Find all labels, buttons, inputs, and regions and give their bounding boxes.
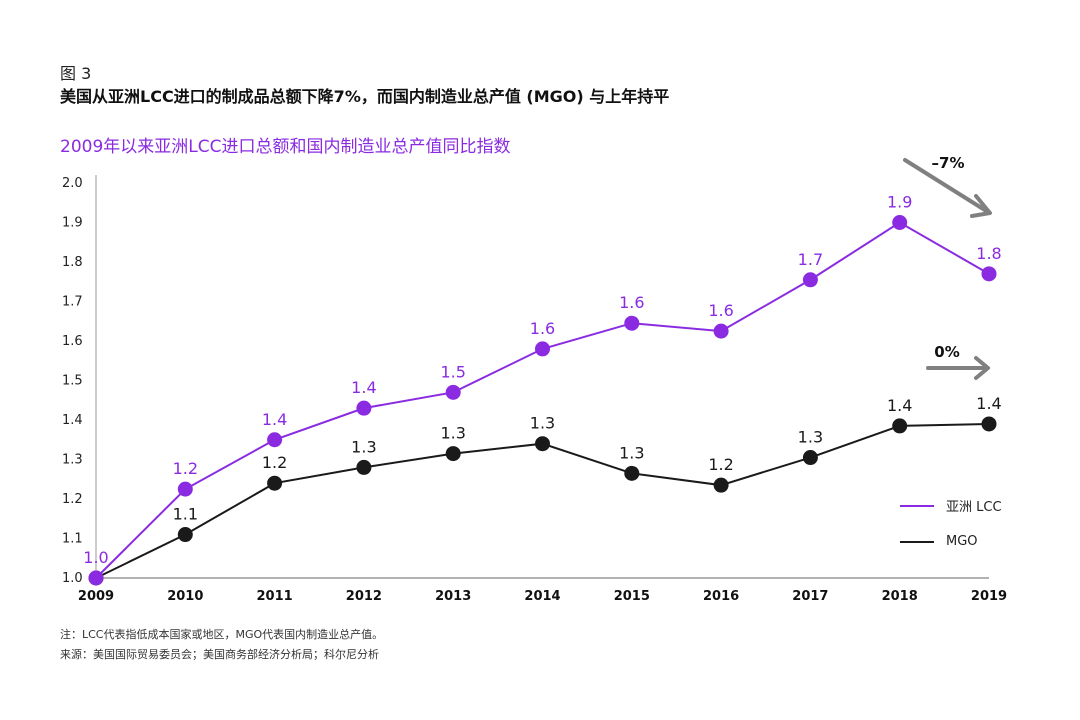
decline-arrow-icon <box>903 158 990 214</box>
data-label-lcc: 1.5 <box>440 362 465 381</box>
y-tick-label: 1.6 <box>62 334 83 349</box>
annotation-lcc-change: –7% <box>932 154 965 172</box>
legend-label-mgo: MGO <box>946 534 978 549</box>
data-label-mgo: 1.3 <box>798 428 823 447</box>
data-label-lcc: 1.2 <box>173 459 198 478</box>
data-point-mgo <box>802 450 818 466</box>
flat-arrowhead-icon <box>974 356 990 380</box>
data-label-lcc: 1.6 <box>708 301 733 320</box>
data-point-lcc <box>177 481 193 497</box>
x-tick-label: 2016 <box>703 589 739 604</box>
data-label-mgo: 1.4 <box>976 394 1001 413</box>
x-tick-label: 2014 <box>524 589 560 604</box>
data-point-mgo <box>177 527 193 543</box>
x-tick-label: 2011 <box>257 589 293 604</box>
x-tick-label: 2017 <box>792 589 828 604</box>
data-label-lcc: 1.4 <box>262 410 287 429</box>
y-tick-label: 1.2 <box>62 492 83 507</box>
data-label-lcc: 1.6 <box>619 293 644 312</box>
y-tick-label: 1.9 <box>62 216 83 231</box>
data-point-lcc <box>267 432 283 448</box>
figure-title: 美国从亚洲LCC进口的制成品总额下降7%，而国内制造业总产值 (MGO) 与上年… <box>60 87 670 106</box>
annotation-mgo-change: 0% <box>934 343 959 361</box>
chart-note: 注：LCC代表指低成本国家或地区，MGO代表国内制造业总产值。 <box>60 628 384 641</box>
series-line-lcc <box>95 221 990 579</box>
data-label-mgo: 1.3 <box>619 443 644 462</box>
y-tick-label: 2.0 <box>62 176 83 191</box>
y-tick-label: 1.1 <box>62 532 83 547</box>
chart-title: 2009年以来亚洲LCC进口总额和国内制造业总产值同比指数 <box>60 137 511 157</box>
data-point-lcc <box>713 323 729 339</box>
data-point-mgo <box>892 418 908 434</box>
data-point-mgo <box>267 475 283 491</box>
data-point-lcc <box>356 400 372 416</box>
data-point-mgo <box>981 416 997 432</box>
y-tick-label: 1.4 <box>62 413 83 428</box>
y-tick-label: 1.3 <box>62 453 83 468</box>
data-point-lcc <box>981 266 997 282</box>
data-label-mgo: 1.3 <box>351 437 376 456</box>
data-label-lcc: 1.4 <box>351 378 376 397</box>
decline-arrowhead-icon <box>970 194 992 218</box>
chart-source: 来源：美国国际贸易委员会；美国商务部经济分析局；科尔尼分析 <box>60 648 379 661</box>
data-label-mgo: 1.4 <box>887 396 912 415</box>
data-point-mgo <box>713 477 729 493</box>
data-point-mgo <box>445 446 461 462</box>
data-label-mgo: 1.1 <box>173 505 198 524</box>
data-label-lcc: 1.7 <box>798 250 823 269</box>
data-point-lcc <box>892 215 908 230</box>
data-label-lcc: 1.8 <box>976 244 1001 263</box>
y-tick-label: 1.0 <box>62 571 83 586</box>
figure-label: 图 3 <box>60 64 92 83</box>
data-label-lcc: 1.0 <box>83 548 108 567</box>
data-label-mgo: 1.2 <box>708 455 733 474</box>
y-tick-label: 1.8 <box>62 255 83 270</box>
data-label-mgo: 1.2 <box>262 453 287 472</box>
data-point-lcc <box>88 570 104 586</box>
y-tick-label: 1.5 <box>62 374 83 389</box>
x-tick-label: 2018 <box>882 589 918 604</box>
legend-label-lcc: 亚洲 LCC <box>946 500 1002 515</box>
data-label-lcc: 1.9 <box>887 193 912 212</box>
data-point-lcc <box>535 341 550 357</box>
data-point-lcc <box>624 315 640 331</box>
data-point-mgo <box>356 459 372 475</box>
data-label-mgo: 1.3 <box>530 414 555 433</box>
data-point-lcc <box>445 384 461 400</box>
x-tick-label: 2010 <box>167 589 203 604</box>
data-label-lcc: 1.6 <box>530 319 555 338</box>
data-point-mgo <box>535 436 550 452</box>
data-label-mgo: 1.3 <box>440 424 465 443</box>
data-point-mgo <box>624 465 640 481</box>
x-tick-label: 2013 <box>435 589 471 604</box>
x-tick-label: 2009 <box>78 589 114 604</box>
x-tick-label: 2015 <box>614 589 650 604</box>
y-tick-label: 1.7 <box>62 295 83 310</box>
data-point-lcc <box>802 272 818 288</box>
x-tick-label: 2019 <box>971 589 1007 604</box>
x-tick-label: 2012 <box>346 589 382 604</box>
